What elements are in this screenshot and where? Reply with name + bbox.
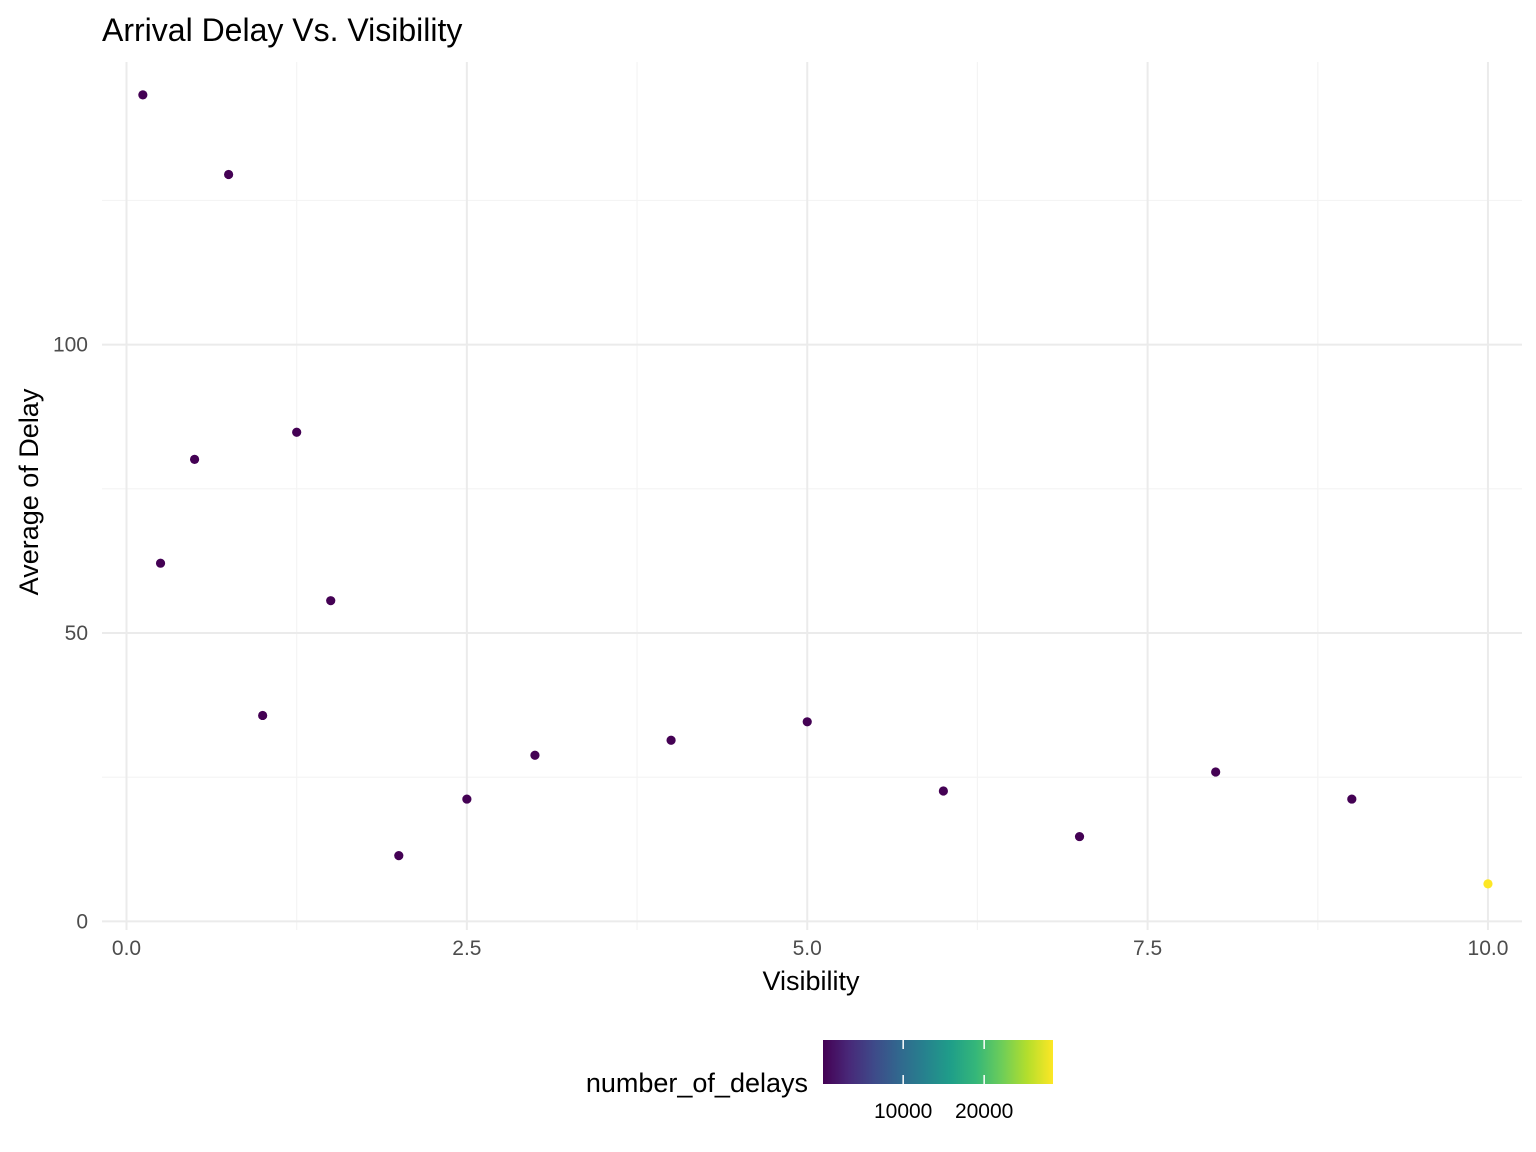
data-point [292,427,302,437]
legend-tick-label: 20000 [955,1100,1013,1123]
x-tick-label: 7.5 [1133,937,1162,960]
data-point [666,735,676,745]
y-axis-ticks: 0 50 100 [53,334,88,934]
data-point [1347,794,1357,804]
data-point [938,786,948,796]
x-tick-label: 0.0 [112,937,141,960]
data-point [1074,831,1085,842]
data-point [1483,879,1493,889]
data-point [462,794,472,804]
data-point [155,558,166,568]
legend-ticks: 10000 20000 [874,1040,1013,1123]
plot-grid [102,62,1522,930]
legend-tick-label: 10000 [874,1100,932,1123]
data-point [326,596,336,606]
x-tick-label: 10.0 [1468,937,1509,960]
data-point [224,169,234,180]
data-points [138,90,1493,889]
x-tick-label: 5.0 [793,937,822,960]
data-point [1211,767,1221,777]
x-axis-ticks: 0.0 2.5 5.0 7.5 10.0 [112,937,1508,960]
data-point [802,717,812,727]
y-tick-label: 0 [76,910,88,933]
y-tick-label: 50 [65,622,88,645]
data-point [138,90,148,100]
x-tick-label: 2.5 [452,937,481,960]
x-axis-title: Visibility [762,966,860,996]
legend-colorbar [823,1040,1053,1084]
chart-title: Arrival Delay Vs. Visibility [102,12,462,48]
data-point [530,750,540,760]
color-legend: number_of_delays 10000 20000 [586,1040,1053,1123]
data-point [394,851,404,861]
data-point [189,454,200,464]
y-tick-label: 100 [53,334,88,357]
legend-title: number_of_delays [586,1068,808,1098]
data-point [258,710,268,721]
y-axis-title: Average of Delay [14,388,44,595]
